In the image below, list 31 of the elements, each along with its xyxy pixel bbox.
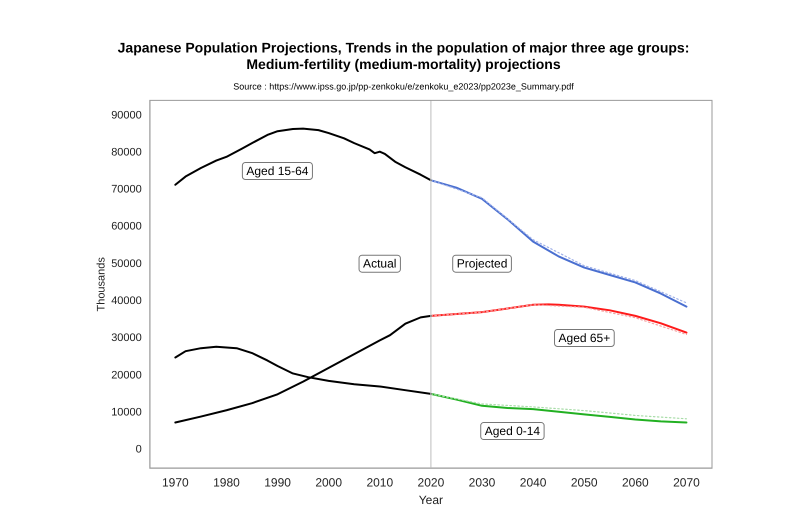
y-tick-label: 50000: [111, 258, 142, 270]
y-tick-label: 70000: [111, 184, 142, 196]
y-axis-title: Thousands: [96, 256, 108, 312]
y-tick-label: 0: [136, 444, 142, 456]
x-tick-label: 2040: [520, 476, 547, 490]
annotation: Aged 15-64: [246, 164, 309, 178]
x-tick-label: 1970: [162, 476, 190, 490]
x-tick-label: 2050: [570, 476, 598, 490]
y-tick-label: 10000: [111, 406, 142, 419]
y-tick-label: 40000: [111, 295, 142, 308]
x-axis-title: Year: [418, 493, 444, 508]
x-tick-label: 1990: [264, 476, 292, 490]
y-tick-label: 30000: [111, 332, 142, 344]
annotation: Projected: [456, 256, 508, 271]
y-tick-label: 60000: [111, 220, 142, 233]
y-tick-label: 90000: [111, 109, 142, 122]
x-tick-label: 2000: [315, 476, 342, 490]
x-tick-label: 2070: [673, 476, 700, 490]
x-tick-label: 2010: [366, 476, 394, 490]
x-tick-label: 1980: [213, 476, 240, 490]
y-tick-label: 20000: [111, 369, 142, 382]
annotation: Aged 0-14: [484, 424, 540, 438]
line-series: [430, 393, 688, 420]
annotation: Aged 65+: [558, 330, 610, 345]
chart-title: Japanese Population Projections, Trends in the population of major three age groups: Medium-fertility (medium-mortality) projections: [118, 39, 690, 72]
chart-subtitle: Source : https://www.ipss.go.jp/pp-zenkoku/e/zenkoku_e2023/pp2023e_Summary.pdf: [233, 81, 574, 92]
x-tick-label: 2020: [418, 476, 445, 490]
x-tick-label: 2030: [468, 476, 496, 490]
annotation: Actual: [363, 256, 396, 271]
y-tick-label: 80000: [111, 146, 142, 158]
x-tick-label: 2060: [622, 476, 650, 490]
